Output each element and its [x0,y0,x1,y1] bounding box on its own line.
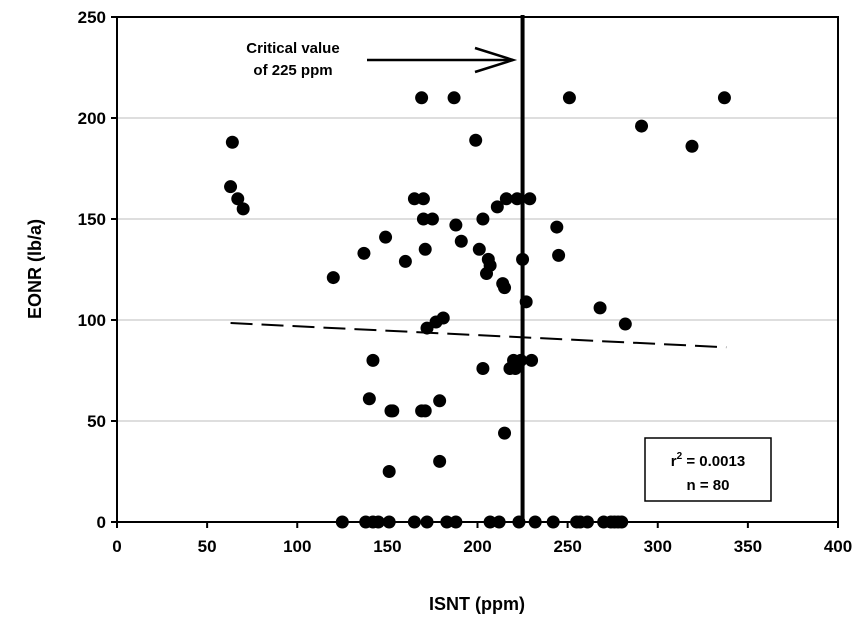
data-point [519,295,533,309]
annotation-arrow-head-icon [474,46,518,74]
x-axis-ticks: 0 50 100 150 200 250 300 350 400 [112,522,852,556]
annotation-line-1: Critical value [246,40,339,57]
data-point [525,353,539,367]
y-axis-ticks: 0 50 100 150 200 250 [78,8,117,532]
data-point [224,180,238,194]
y-tick-label: 200 [78,109,106,128]
data-point [528,515,542,529]
data-point [514,353,528,367]
data-point [562,91,576,105]
data-point [552,248,566,262]
r-squared-value: = 0.0013 [682,453,745,470]
data-point [593,301,607,315]
data-point [436,311,450,325]
data-point [516,252,530,266]
data-point [366,353,380,367]
x-tick-label: 50 [198,537,217,556]
data-point [615,515,629,529]
data-point [420,515,434,529]
x-tick-label: 350 [734,537,762,556]
data-point [382,515,396,529]
data-point [523,192,537,206]
data-point [492,515,506,529]
data-point [335,515,349,529]
data-point [483,258,497,272]
y-tick-label: 250 [78,8,106,27]
data-point [418,242,432,256]
data-point [379,230,393,244]
data-point [236,202,250,216]
data-point [415,91,429,105]
data-point [546,515,560,529]
x-tick-label: 300 [644,537,672,556]
data-point [440,515,454,529]
trend-line [230,322,727,349]
data-point [498,281,512,295]
data-point [476,361,490,375]
y-axis-title: EONR (lb/a) [25,219,45,319]
stats-box-frame [644,437,772,502]
data-point [550,220,564,234]
x-tick-label: 250 [553,537,581,556]
data-point [498,426,512,440]
data-point [499,192,513,206]
data-point [357,246,371,260]
data-point [472,242,486,256]
data-point [416,192,430,206]
data-point [449,515,463,529]
x-tick-label: 150 [373,537,401,556]
annotation-line-2: of 225 ppm [253,62,332,79]
y-tick-label: 150 [78,210,106,229]
x-axis-title: ISNT (ppm) [429,594,525,614]
data-point [433,454,447,468]
stats-box: r2 = 0.0013 n = 80 [644,437,772,502]
data-point [685,139,699,153]
x-tick-label: 200 [463,537,491,556]
data-point [433,394,447,408]
r-squared-symbol: r [671,453,677,470]
data-point [326,271,340,285]
data-point [635,119,649,133]
data-point [490,200,504,214]
data-points [224,91,731,529]
y-tick-label: 100 [78,311,106,330]
sample-size-text: n = 80 [687,477,730,494]
data-point [407,192,421,206]
x-tick-label: 0 [112,537,121,556]
data-point [425,212,439,226]
data-point [483,515,497,529]
data-point [618,317,632,331]
y-tick-label: 50 [87,412,106,431]
data-point [454,234,468,248]
data-point [398,254,412,268]
data-point [231,192,245,206]
data-point [362,392,376,406]
data-point [382,465,396,478]
data-point [717,91,731,105]
data-point [476,212,490,226]
critical-value-annotation: Critical value of 225 ppm [246,40,518,79]
x-tick-label: 100 [283,537,311,556]
data-point [447,91,461,105]
x-tick-label: 400 [824,537,852,556]
data-point [371,515,385,529]
y-tick-label: 0 [97,513,106,532]
data-point [407,515,421,529]
r-squared-text: r2 = 0.0013 [671,451,745,470]
data-point [416,212,430,226]
data-point [469,133,483,147]
data-point [449,218,463,232]
data-point [510,192,524,206]
data-point [386,404,400,418]
data-point [580,515,594,529]
data-point [225,135,239,149]
data-point [418,404,432,418]
data-point [512,515,526,529]
gridlines [117,117,838,422]
r-squared-superscript: 2 [677,451,683,462]
